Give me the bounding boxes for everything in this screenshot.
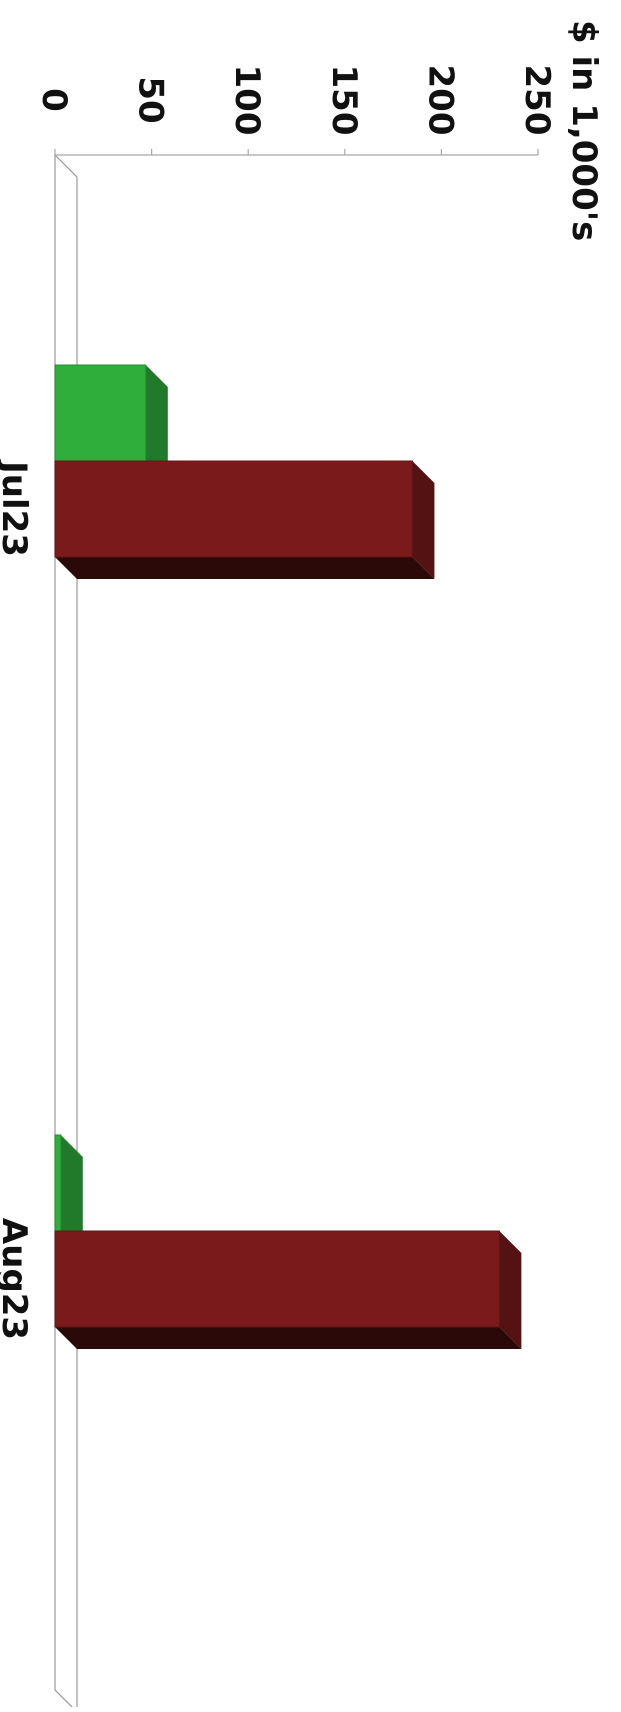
bar-bottom-face (55, 557, 435, 579)
value-axis-tick-label: 250 (517, 65, 557, 136)
value-axis-tick-label: 150 (324, 65, 364, 136)
value-axis: 0 50 100 150 200 250 Jul23 Aug23 (0, 65, 557, 1341)
category-label: Jul23 (0, 459, 34, 557)
value-axis-tick-label: 0 (34, 88, 74, 112)
bar (54, 1134, 62, 1232)
bar-side-face (60, 1135, 83, 1253)
bar-layer (54, 364, 522, 1349)
value-axis-tick-label: 200 (420, 65, 460, 136)
bar-bottom-face (55, 1327, 522, 1349)
value-axis-title: $ in 1,000's (564, 20, 604, 241)
bar (54, 364, 147, 462)
bar-side-face (412, 461, 435, 579)
value-axis-tick-label: 100 (227, 65, 267, 136)
value-axis-tick-label: 50 (131, 76, 171, 123)
bar-side-face (145, 365, 168, 483)
bar (54, 1230, 500, 1328)
category-label: Aug23 (0, 1218, 34, 1340)
bar-side-face (499, 1231, 522, 1349)
bar (54, 460, 413, 558)
